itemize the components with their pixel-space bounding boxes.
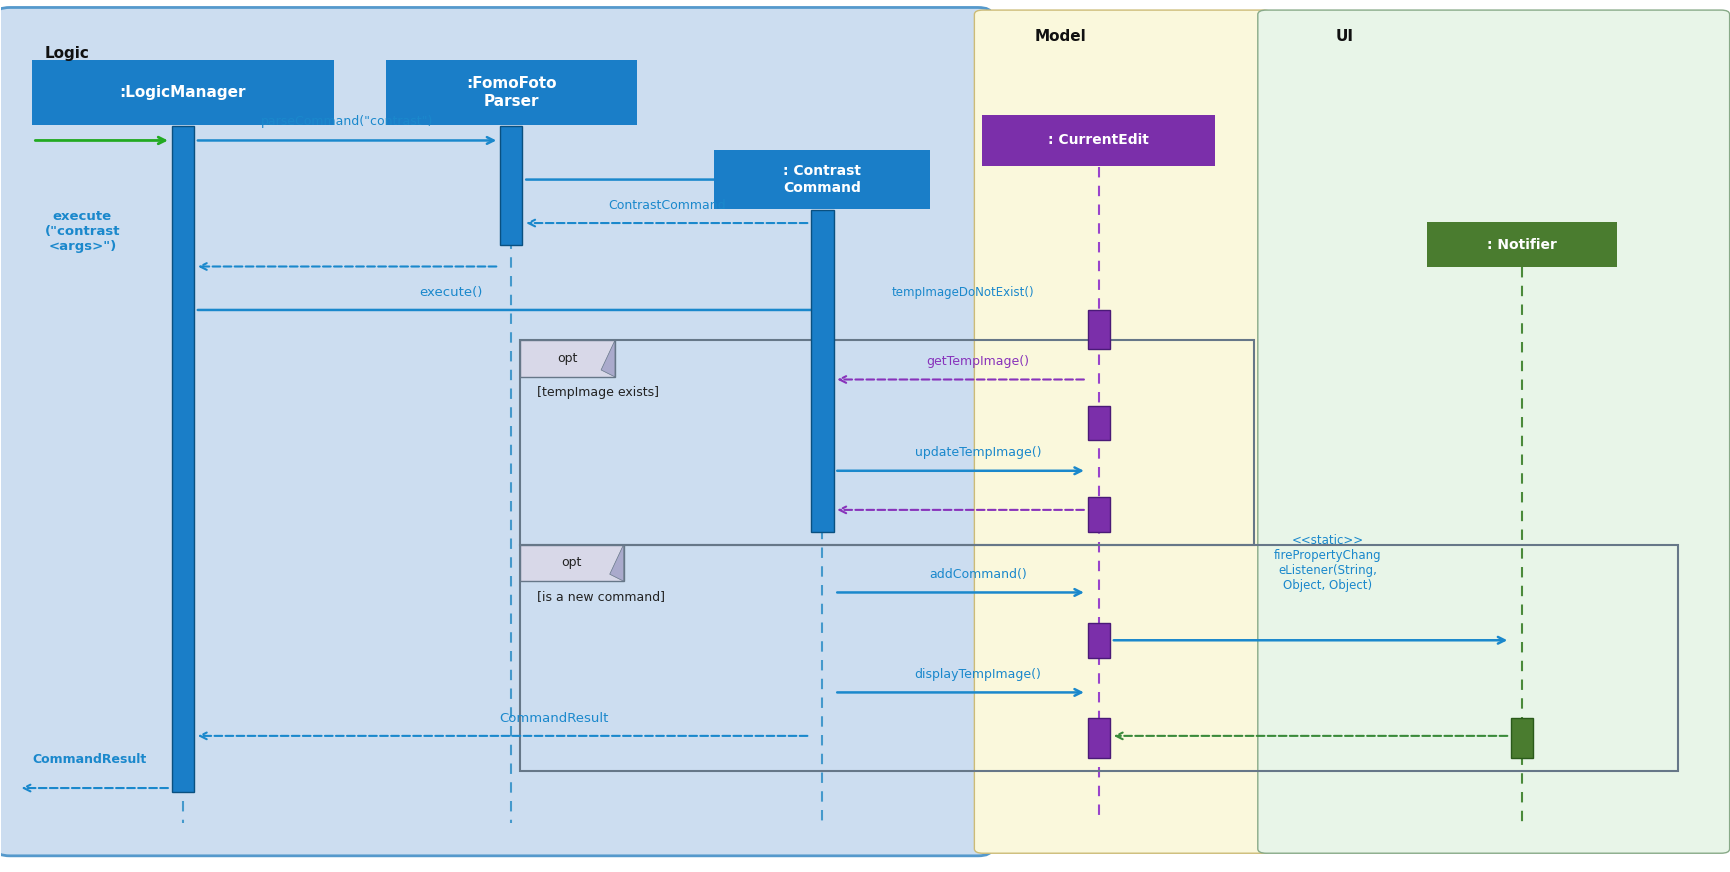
- FancyBboxPatch shape: [519, 545, 623, 581]
- FancyBboxPatch shape: [1086, 497, 1109, 532]
- Text: tempImageDoNotExist(): tempImageDoNotExist(): [891, 286, 1033, 299]
- FancyBboxPatch shape: [31, 60, 334, 126]
- Text: UI: UI: [1336, 29, 1353, 44]
- FancyBboxPatch shape: [981, 115, 1214, 166]
- Text: : Notifier: : Notifier: [1486, 238, 1557, 252]
- Text: opt: opt: [561, 556, 581, 569]
- FancyBboxPatch shape: [1258, 10, 1728, 853]
- FancyBboxPatch shape: [811, 210, 834, 532]
- Text: parseCommand("contrast"): parseCommand("contrast"): [261, 115, 432, 128]
- Polygon shape: [609, 545, 623, 581]
- Text: ContrastCommand: ContrastCommand: [607, 199, 725, 212]
- Text: getTempImage(): getTempImage(): [926, 355, 1029, 368]
- Polygon shape: [600, 340, 614, 377]
- FancyBboxPatch shape: [1510, 719, 1533, 758]
- FancyBboxPatch shape: [519, 340, 614, 377]
- FancyBboxPatch shape: [714, 150, 929, 209]
- FancyBboxPatch shape: [500, 126, 522, 245]
- Text: : CurrentEdit: : CurrentEdit: [1048, 133, 1149, 147]
- FancyBboxPatch shape: [171, 126, 194, 793]
- Text: Model: Model: [1035, 29, 1086, 44]
- Text: :FomoFoto
Parser: :FomoFoto Parser: [465, 77, 555, 109]
- FancyBboxPatch shape: [1426, 222, 1616, 268]
- FancyBboxPatch shape: [0, 8, 991, 855]
- FancyBboxPatch shape: [1086, 310, 1109, 349]
- Text: opt: opt: [557, 352, 578, 365]
- FancyBboxPatch shape: [1086, 623, 1109, 657]
- Text: <<static>>
firePropertyChang
eListener(String,
Object, Object): <<static>> firePropertyChang eListener(S…: [1273, 535, 1381, 592]
- FancyBboxPatch shape: [1086, 405, 1109, 440]
- FancyBboxPatch shape: [1086, 719, 1109, 758]
- Text: addCommand(): addCommand(): [929, 569, 1026, 581]
- Text: Logic: Logic: [45, 46, 90, 61]
- Text: : Contrast
Command: : Contrast Command: [784, 165, 862, 194]
- Text: execute(): execute(): [419, 286, 483, 299]
- Text: [is a new command]: [is a new command]: [536, 589, 664, 603]
- Text: execute
("contrast
<args>"): execute ("contrast <args>"): [45, 210, 119, 253]
- Text: updateTempImage(): updateTempImage(): [913, 446, 1040, 460]
- Text: CommandResult: CommandResult: [500, 712, 609, 725]
- Text: :LogicManager: :LogicManager: [119, 85, 246, 100]
- Text: CommandResult: CommandResult: [33, 753, 147, 766]
- Text: displayTempImage(): displayTempImage(): [913, 668, 1041, 681]
- FancyBboxPatch shape: [386, 60, 637, 126]
- Text: [tempImage exists]: [tempImage exists]: [536, 385, 659, 399]
- FancyBboxPatch shape: [974, 10, 1272, 853]
